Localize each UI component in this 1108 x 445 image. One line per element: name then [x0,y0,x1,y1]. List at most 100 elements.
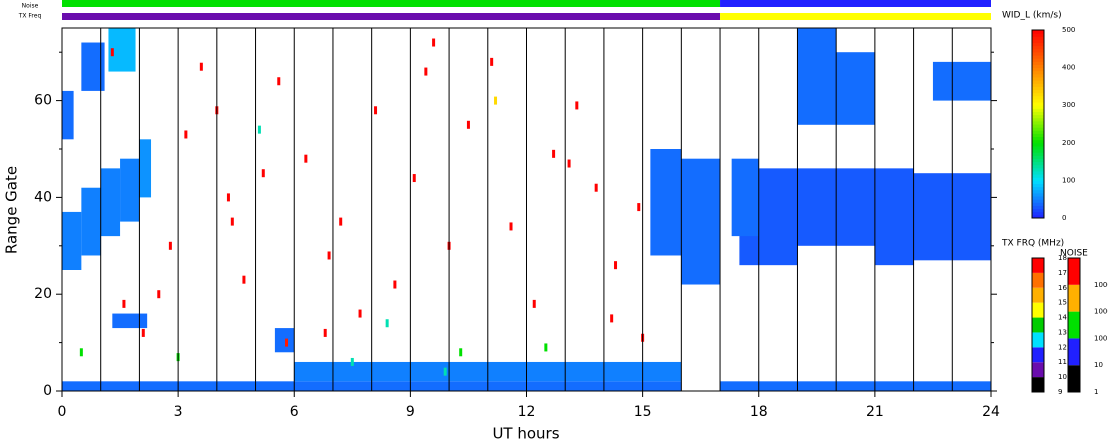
data-point [532,299,536,308]
colorbar-cell [1032,186,1044,191]
colorbar-cell [1068,365,1080,392]
colorbar-cell [1032,73,1044,78]
colorbar-label: 10 [1094,361,1103,369]
x-tick-label: 3 [174,404,183,420]
tx-freq-strip [62,13,721,20]
colorbar-cell [1032,61,1044,65]
colorbar-cell [1032,51,1044,56]
colorbar-cell [1032,171,1044,175]
colorbar-label: 18 [1058,254,1067,262]
colorbar-cell [1032,199,1044,203]
colorbar-cell [1032,92,1044,97]
x-tick-label: 0 [58,404,67,420]
noise-strip [720,0,991,7]
data-point [350,357,354,366]
colorbar-label: 400 [1062,64,1075,72]
data-patch [112,313,148,329]
colorbar-label: 13 [1058,328,1067,336]
colorbar-cell [1068,338,1080,366]
y-axis-title: Range Gate [3,166,21,254]
data-patch [139,139,152,198]
colorbar-label: 15 [1058,299,1067,307]
data-point [168,241,172,250]
data-patch [81,187,101,256]
data-patch [874,168,914,266]
data-point [459,348,463,357]
data-point [412,174,416,183]
y-tick-label: 20 [34,286,52,302]
tx-label: TX Freq [18,13,42,20]
data-patch [100,168,121,237]
colorbar-cell [1032,139,1044,144]
data-point [79,348,83,357]
colorbar-cell [1032,377,1044,392]
data-point [610,314,614,323]
colorbar-cell [1032,202,1044,206]
colorbar-cell [1032,196,1044,200]
colorbar-frame [1031,29,1045,219]
data-point [339,217,343,226]
colorbar-cell [1032,258,1044,273]
data-point [567,159,571,168]
colorbar-cell [1032,42,1044,47]
y-tick-label: 40 [34,189,52,205]
colorbar-cell [1032,120,1044,125]
data-point [575,101,579,110]
data-point [277,77,281,86]
colorbar-cell [1032,36,1044,40]
x-tick-label: 6 [290,404,299,420]
data-patch [932,61,991,101]
colorbar-cell [1032,302,1044,318]
x-tick-label: 12 [518,404,536,420]
noise-strip [62,0,721,7]
x-tick-label: 9 [406,404,415,420]
data-patch [120,158,140,222]
colorbar-label: 16 [1058,284,1067,292]
colorbar-cell [1032,180,1044,185]
data-point [226,193,230,202]
colorbar-cell [1032,86,1044,91]
data-point [230,217,234,226]
colorbar-cell [1032,67,1044,72]
colorbar-cell [1032,177,1044,181]
colorbar-cell [1032,95,1044,100]
data-point [141,328,145,337]
data-point [285,338,289,347]
colorbar-cell [1032,89,1044,94]
x-axis-title: UT hours [492,425,559,442]
colorbar-label: 1 [1094,388,1098,396]
colorbar-label: 11 [1058,358,1067,366]
colorbar-label: 500 [1062,26,1075,34]
colorbar-cell [1032,152,1044,156]
data-point [594,183,598,192]
colorbar-cell [1032,155,1044,159]
colorbar-label: 14 [1058,314,1067,322]
colorbar-cell [1032,117,1044,122]
data-point [184,130,188,139]
x-tick-label: 21 [866,404,884,420]
colorbar-cell [1068,258,1080,285]
tx-title: TX FRQ (MHz) [1001,239,1064,249]
colorbar-cell [1032,133,1044,138]
data-point [323,328,327,337]
colorbar-cell [1032,149,1044,153]
colorbar-cell [1032,80,1044,84]
colorbar-label: 9 [1058,388,1062,396]
colorbar-label: 0 [1062,214,1066,222]
colorbar-cell [1032,111,1044,116]
data-point [110,48,114,57]
y-tick-label: 0 [43,383,52,399]
colorbar-label: 12 [1058,343,1067,351]
colorbar-cell [1032,127,1044,131]
colorbar-label: 17 [1058,269,1067,277]
colorbar-cell [1032,98,1044,103]
data-point [257,125,261,134]
noise-label: Noise [22,3,39,10]
colorbar-label: 200 [1062,139,1075,147]
data-point [393,280,397,289]
data-point [552,149,556,158]
colorbar-cell [1032,83,1044,87]
colorbar-cell [1068,311,1080,339]
colorbar-label: 10 [1058,373,1067,381]
